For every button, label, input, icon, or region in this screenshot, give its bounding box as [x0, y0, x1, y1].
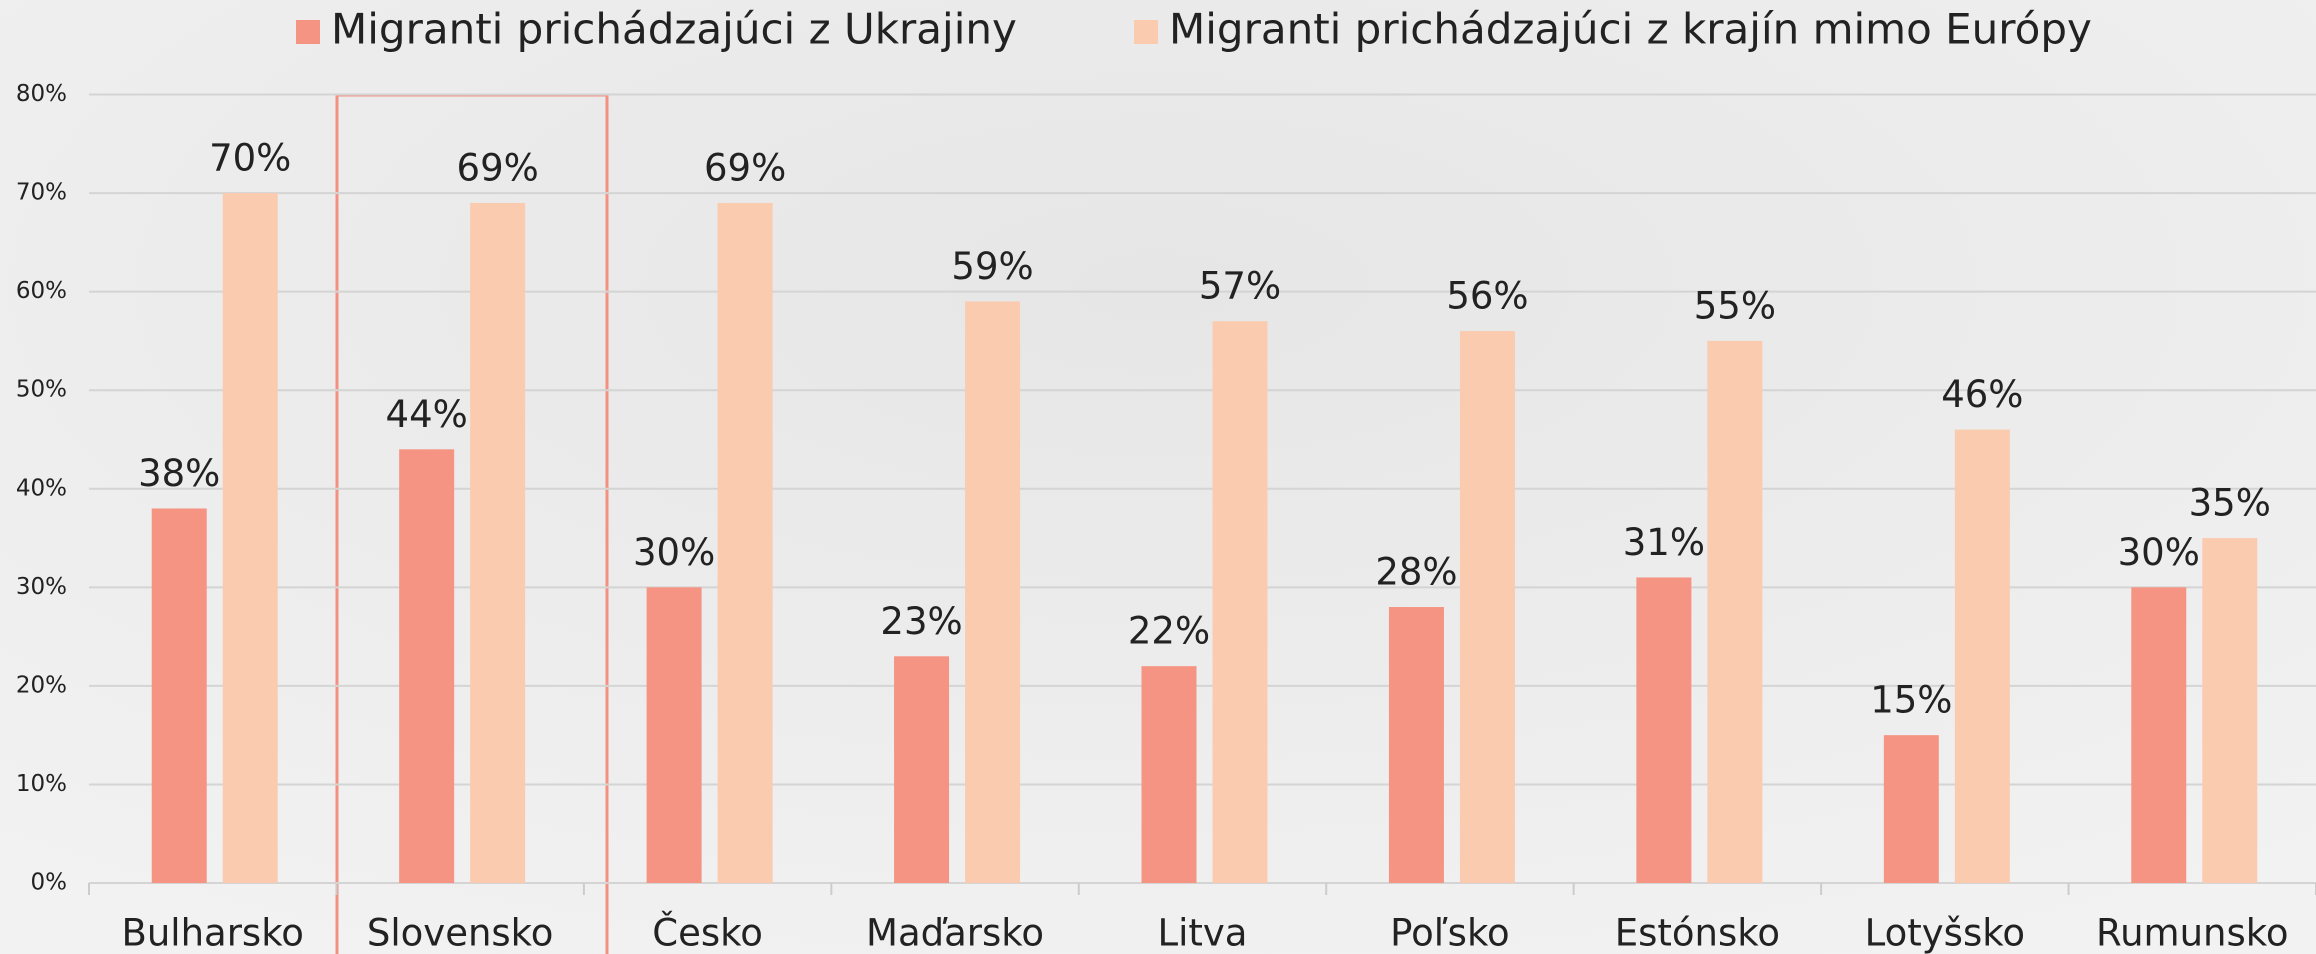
data-label: 15% [1870, 679, 1952, 722]
x-tick-label: Estónsko [1615, 912, 1780, 954]
data-label: 59% [951, 245, 1033, 288]
y-tick-label: 20% [16, 672, 67, 698]
y-tick-label: 70% [16, 180, 67, 206]
data-label: 69% [457, 146, 539, 189]
bar [470, 203, 525, 883]
bar [1884, 735, 1939, 883]
bar [1955, 430, 2010, 883]
data-label: 30% [633, 531, 715, 574]
legend-label: Migranti prichádzajúci z Ukrajiny [331, 5, 1017, 54]
y-tick-label: 60% [16, 278, 67, 304]
bar [1460, 331, 1515, 883]
data-label: 57% [1199, 265, 1281, 308]
y-tick-label: 50% [16, 377, 67, 403]
data-label: 38% [138, 452, 220, 495]
x-tick-label: Maďarsko [866, 912, 1044, 954]
y-tick-label: 10% [16, 771, 67, 797]
legend-label: Migranti prichádzajúci z krajín mimo Eur… [1169, 5, 2092, 54]
bar [718, 203, 773, 883]
data-label: 44% [386, 393, 468, 436]
bar [2202, 538, 2257, 883]
y-tick-label: 80% [16, 81, 67, 107]
bar [1389, 607, 1444, 883]
bar [1213, 321, 1268, 883]
bar [894, 656, 949, 883]
bar [223, 193, 278, 883]
bar [965, 301, 1020, 883]
data-label: 46% [1941, 373, 2023, 416]
data-label: 69% [704, 146, 786, 189]
bar [2131, 587, 2186, 883]
data-label: 22% [1128, 610, 1210, 653]
y-tick-label: 0% [31, 870, 68, 896]
x-tick-label: Lotyšsko [1865, 912, 2025, 954]
data-label: 28% [1375, 551, 1457, 594]
bar [1707, 341, 1762, 883]
x-tick-label: Rumunsko [2096, 912, 2288, 954]
legend-swatch [296, 20, 320, 44]
x-tick-label: Litva [1158, 912, 1248, 954]
data-label: 55% [1694, 284, 1776, 327]
page: 0% 10% 20% 30% 40% 50% 60% 70% 80% Migranti prich… [0, 0, 2316, 954]
bar [1636, 577, 1691, 883]
data-label: 56% [1446, 275, 1528, 318]
chart: 0% 10% 20% 30% 40% 50% 60% 70% 80% Migranti prich… [0, 0, 2316, 954]
bar [647, 587, 702, 883]
y-tick-label: 40% [16, 475, 67, 501]
bar [152, 508, 207, 883]
x-tick-label: Slovensko [367, 912, 554, 954]
legend-swatch [1134, 20, 1158, 44]
bar [1142, 666, 1197, 883]
y-tick-label: 30% [16, 574, 67, 600]
data-label: 23% [880, 600, 962, 643]
data-label: 31% [1623, 521, 1705, 564]
x-tick-label: Česko [652, 911, 763, 954]
data-label: 35% [2189, 482, 2271, 525]
x-tick-label: Poľsko [1390, 912, 1510, 954]
bar [399, 449, 454, 883]
x-tick-label: Bulharsko [121, 912, 303, 954]
data-label: 70% [209, 137, 291, 180]
data-label: 30% [2118, 531, 2200, 574]
